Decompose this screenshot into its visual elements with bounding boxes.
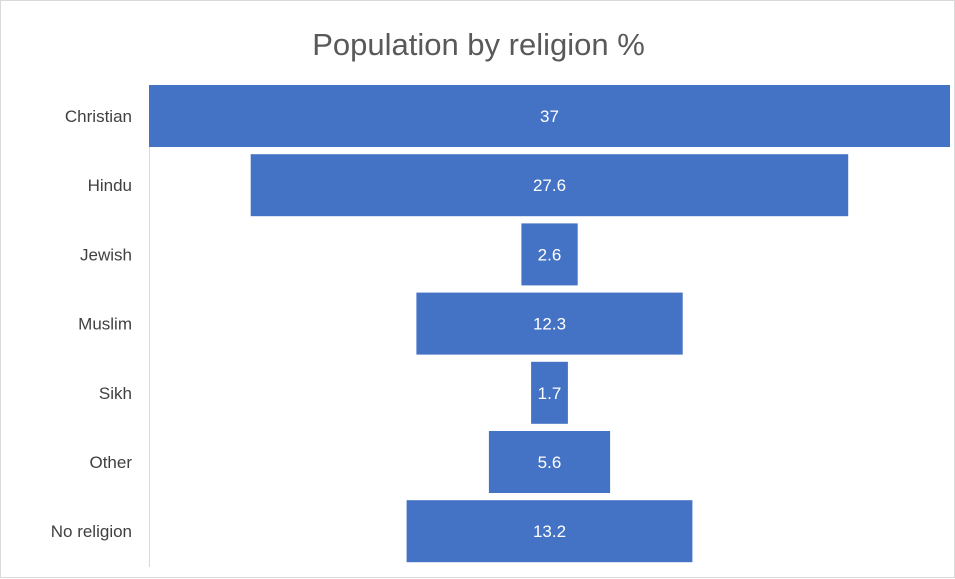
category-label-other: Other xyxy=(89,453,132,472)
bar-christian xyxy=(149,85,950,147)
category-label-sikh: Sikh xyxy=(99,384,132,403)
category-label-muslim: Muslim xyxy=(78,315,132,334)
category-label-christian: Christian xyxy=(65,107,132,126)
bar-jewish xyxy=(521,223,578,286)
bar-other xyxy=(488,431,611,493)
bars-group: 37 27.6 2.6 12.3 1.7 5.6 13.2 xyxy=(149,85,950,563)
category-labels-group: Christian Hindu Jewish Muslim Sikh Other No re… xyxy=(51,107,133,541)
chart-title: Population by religion % xyxy=(312,27,645,62)
bar-no-religion xyxy=(406,500,693,563)
data-label-jewish: 2.6 xyxy=(538,245,562,264)
bar-hindu xyxy=(250,154,849,217)
data-label-sikh: 1.7 xyxy=(538,384,562,403)
bar-muslim xyxy=(416,292,683,355)
data-label-christian: 37 xyxy=(540,107,559,126)
data-label-other: 5.6 xyxy=(538,453,562,472)
bar-sikh xyxy=(531,361,568,424)
category-label-jewish: Jewish xyxy=(80,245,132,264)
data-label-hindu: 27.6 xyxy=(533,176,566,195)
data-label-muslim: 12.3 xyxy=(533,315,566,334)
category-label-no-religion: No religion xyxy=(51,522,132,541)
category-label-hindu: Hindu xyxy=(88,176,132,195)
data-label-no-religion: 13.2 xyxy=(533,522,566,541)
